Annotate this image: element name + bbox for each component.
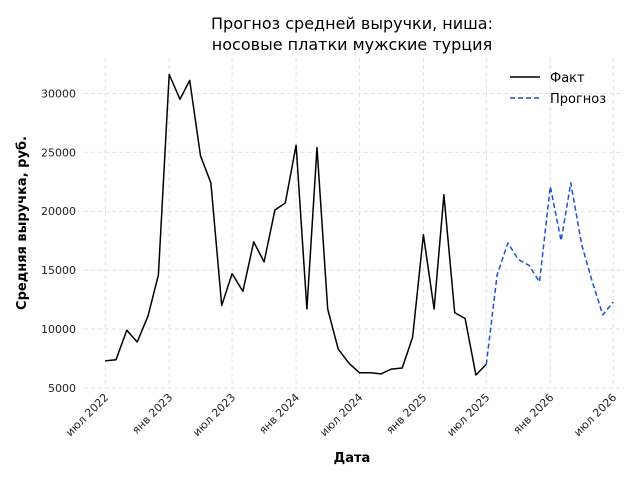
x-tick-label: янв 2025 bbox=[384, 391, 430, 437]
x-tick-label: янв 2023 bbox=[129, 391, 175, 437]
y-tick-label: 10000 bbox=[41, 323, 76, 336]
x-tick-label: июл 2022 bbox=[63, 391, 111, 439]
legend: Факт Прогноз bbox=[510, 71, 606, 107]
series-line-forecast bbox=[485, 182, 614, 365]
legend-label-fact: Факт bbox=[550, 71, 585, 86]
y-tick-label: 30000 bbox=[41, 87, 76, 100]
series-layer bbox=[105, 73, 614, 376]
legend-label-forecast: Прогноз bbox=[550, 92, 606, 107]
y-axis-ticks: 5000 10000 15000 20000 25000 30000 bbox=[41, 87, 76, 395]
x-axis-ticks: июл 2022 янв 2023 июл 2023 янв 2024 июл 2024… bbox=[63, 391, 619, 439]
y-tick-label: 5000 bbox=[48, 382, 76, 395]
x-tick-label: июл 2023 bbox=[190, 391, 238, 439]
x-tick-label: июл 2026 bbox=[571, 391, 619, 439]
chart-title-line-2: носовые платки мужские турция bbox=[212, 35, 492, 54]
y-tick-label: 15000 bbox=[41, 264, 76, 277]
y-axis-title: Средняя выручка, руб. bbox=[15, 136, 30, 310]
x-tick-label: янв 2024 bbox=[256, 391, 302, 437]
chart-title-line-1: Прогноз средней выручки, ниша: bbox=[211, 14, 493, 33]
y-tick-label: 25000 bbox=[41, 146, 76, 159]
x-tick-label: июл 2025 bbox=[444, 391, 492, 439]
x-axis-title: Дата bbox=[334, 451, 371, 466]
y-tick-label: 20000 bbox=[41, 205, 76, 218]
series-line-fact bbox=[105, 73, 487, 376]
x-tick-label: июл 2024 bbox=[317, 391, 365, 439]
x-tick-label: янв 2026 bbox=[511, 391, 557, 437]
grid bbox=[84, 58, 624, 389]
